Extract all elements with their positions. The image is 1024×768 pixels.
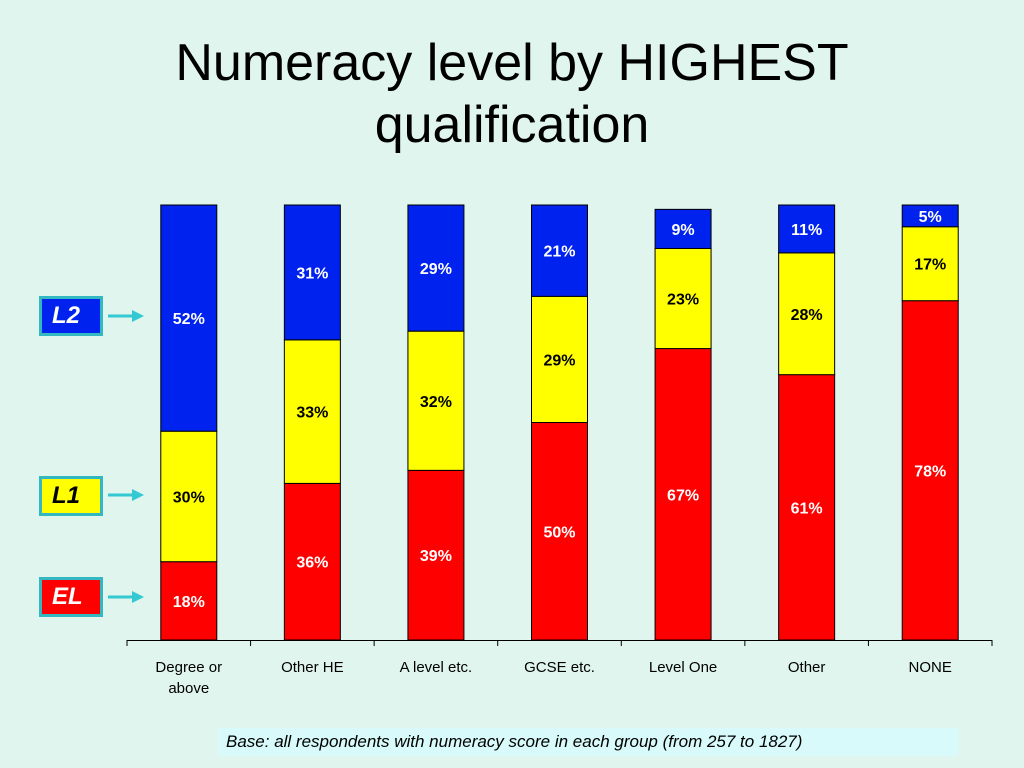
legend-item-l1: L1 (39, 476, 103, 516)
bar-segment-el (531, 422, 588, 641)
data-label: 17% (914, 257, 946, 274)
footnote: Base: all respondents with numeracy scor… (218, 728, 958, 756)
legend-item-el: EL (39, 577, 103, 617)
x-tick-label: A level etc. (400, 659, 473, 676)
bar-segment-l1 (654, 248, 712, 350)
bar-segment-el (778, 374, 836, 641)
x-tick-label: Degree or above (155, 659, 222, 697)
legend-label-el: EL (52, 583, 83, 610)
arrow-right-icon (108, 489, 144, 501)
bar-segment-el (283, 482, 341, 641)
page-title: Numeracy level by HIGHEST qualification (0, 32, 1024, 156)
data-label: 11% (791, 222, 822, 239)
data-label: 52% (173, 311, 205, 328)
data-label: 9% (672, 222, 695, 239)
bar-segment-el (654, 348, 712, 641)
bar-segment-l1 (407, 330, 465, 471)
data-label: 33% (296, 405, 328, 422)
bar-segment-l1 (901, 226, 959, 302)
bar-segment-l1 (160, 430, 218, 563)
data-label: 23% (667, 292, 699, 309)
data-label: 30% (173, 489, 205, 506)
bar-segment-l2 (901, 204, 959, 228)
legend-label-l1: L1 (52, 482, 81, 509)
bar-segment-el (901, 300, 959, 641)
legend-label-l2: L2 (52, 302, 81, 329)
data-label: 36% (296, 555, 328, 572)
title-line-2: qualification (374, 96, 650, 154)
arrow-right-icon (108, 310, 144, 322)
footnote-text: Base: all respondents with numeracy scor… (226, 732, 803, 751)
data-label: 18% (173, 594, 205, 611)
data-label: 50% (543, 524, 575, 541)
title-line-1: Numeracy level by HIGHEST (175, 34, 849, 92)
data-label: 29% (420, 261, 452, 278)
bar-segment-l2 (160, 204, 218, 432)
arrow-right-icon (108, 591, 144, 603)
x-tick-label: Other (788, 659, 826, 676)
bar-segment-l2 (407, 204, 465, 332)
data-label: 31% (296, 265, 328, 282)
data-label: 28% (791, 307, 823, 324)
data-label: 67% (667, 487, 699, 504)
bar-segment-l2 (531, 204, 588, 297)
x-tick-label: NONE (909, 659, 952, 676)
bar-segment-l2 (778, 204, 836, 254)
bar-segment-l1 (778, 252, 836, 376)
x-tick-label: GCSE etc. (524, 659, 595, 676)
legend-item-l2: L2 (39, 296, 103, 336)
data-label: 61% (791, 500, 823, 517)
bar-segment-el (160, 561, 218, 641)
bar-segment-l2 (654, 208, 712, 250)
x-tick-label: Level One (649, 659, 717, 676)
bar-segment-l1 (283, 339, 341, 484)
bar-segment-l2 (283, 204, 341, 341)
x-tick-label: Other HE (281, 659, 344, 676)
data-label: 21% (543, 244, 575, 261)
data-label: 78% (914, 463, 946, 480)
bar-segment-l1 (531, 295, 588, 424)
data-label: 5% (919, 209, 942, 226)
data-label: 32% (420, 394, 452, 411)
data-label: 29% (543, 352, 575, 369)
data-label: 39% (420, 548, 452, 565)
